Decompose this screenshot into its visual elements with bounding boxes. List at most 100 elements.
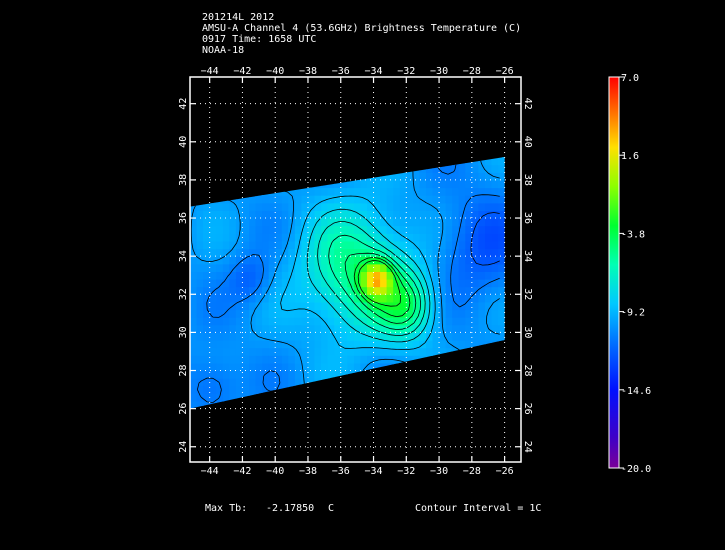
heat-cell (229, 347, 237, 356)
heat-cell (222, 187, 230, 196)
heat-cell (190, 301, 198, 311)
heat-cell (367, 202, 375, 211)
y-tick-label-left: 24 (178, 441, 189, 453)
heat-cell (268, 286, 276, 295)
y-tick-label-right: 38 (522, 174, 533, 186)
heat-cell (308, 142, 315, 150)
heat-cell (491, 370, 499, 379)
heat-cell (196, 187, 204, 196)
heat-cell (294, 401, 303, 409)
heat-cell (360, 172, 368, 181)
heat-cell (471, 385, 479, 394)
heat-cell (491, 301, 499, 311)
heat-cell (426, 195, 434, 204)
heat-cell (347, 393, 355, 402)
heat-cell (327, 347, 335, 356)
heat-cell (353, 195, 362, 204)
heat-cell (498, 317, 505, 326)
heat-cell (393, 187, 401, 196)
heat-cell (360, 218, 368, 227)
heat-cell (445, 256, 453, 265)
heat-cell (301, 271, 309, 280)
heat-cell (275, 179, 283, 189)
heat-cell (478, 301, 486, 311)
heat-cell (504, 157, 505, 158)
heat-cell (308, 210, 316, 219)
heat-cell (308, 309, 316, 318)
heat-cell (222, 385, 230, 394)
x-tick-label-top: −36 (332, 66, 350, 77)
heat-cell (478, 408, 486, 409)
heat-cell (301, 362, 309, 372)
heat-cell (367, 195, 375, 204)
heat-cell (353, 263, 362, 272)
heat-cell (413, 142, 420, 150)
heat-cell (196, 309, 204, 318)
heat-cell (190, 332, 198, 341)
heat-cell (419, 332, 427, 341)
heat-cell (308, 164, 316, 173)
heat-cell (485, 294, 493, 303)
heat-cell (249, 157, 257, 158)
heat-cell (301, 210, 309, 219)
heat-cell (288, 385, 296, 394)
heat-cell (294, 362, 303, 372)
heat-cell (504, 263, 505, 272)
heat-cell (426, 370, 434, 379)
heat-cell (301, 309, 309, 318)
heat-cell (268, 355, 276, 364)
heat-cell (485, 271, 493, 280)
y-tick-label-left: 26 (178, 403, 189, 415)
heat-cell (426, 271, 434, 280)
heat-cell (386, 309, 394, 318)
heat-cell (465, 164, 473, 173)
heat-cell (452, 157, 460, 166)
heat-cell (229, 271, 237, 280)
heat-cell (380, 401, 388, 409)
heat-cell (406, 256, 414, 265)
heat-cell (249, 271, 257, 280)
heat-cell (190, 256, 198, 265)
heat-cell (393, 332, 401, 341)
heat-cell (321, 279, 329, 288)
heat-cell (262, 248, 270, 257)
heat-cell (380, 240, 388, 250)
heat-cell (498, 142, 505, 150)
heat-cell (432, 332, 440, 341)
heat-cell (294, 309, 303, 318)
heat-cell (432, 210, 440, 219)
heat-cell (373, 378, 381, 387)
heat-cell (478, 225, 486, 234)
heat-cell (249, 256, 257, 265)
heat-cell (216, 370, 224, 379)
heat-cell (347, 309, 355, 318)
heat-cell (367, 355, 375, 364)
heat-cell (242, 218, 250, 227)
heat-cell (452, 225, 460, 234)
heat-cell (353, 172, 362, 181)
heat-cell (249, 393, 257, 402)
heat-cell (321, 385, 329, 394)
heat-cell (393, 401, 401, 409)
heat-cell (360, 164, 368, 173)
heat-cell (262, 218, 270, 227)
heat-cell (406, 279, 414, 288)
heat-cell (294, 393, 303, 402)
heat-cell (353, 157, 362, 166)
heat-cell (216, 286, 224, 295)
heat-cell (222, 286, 230, 295)
heat-cell (353, 385, 362, 394)
heat-cell (412, 279, 421, 288)
heat-cell (203, 164, 211, 173)
heat-cell (419, 324, 427, 333)
heat-cell (242, 301, 250, 311)
y-tick-label-right: 36 (522, 212, 533, 224)
heat-cell (235, 309, 244, 318)
heat-cell (412, 401, 421, 409)
heat-cell (229, 286, 237, 295)
heat-cell (471, 286, 479, 295)
heat-cell (498, 340, 505, 349)
heat-cell (294, 195, 303, 204)
heat-cell (478, 187, 486, 196)
heat-cell (222, 309, 230, 318)
